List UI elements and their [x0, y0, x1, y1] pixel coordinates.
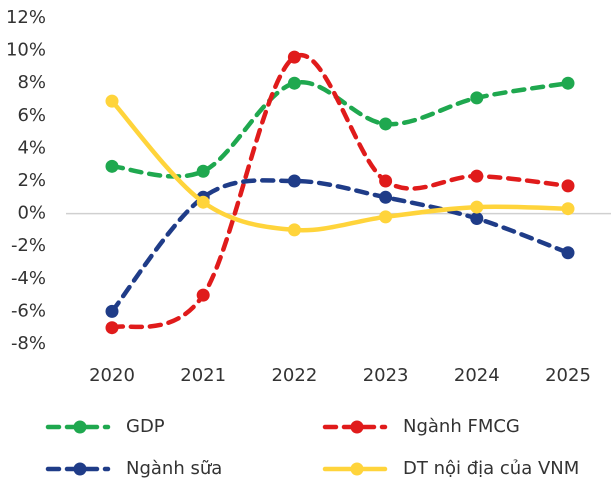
point: [470, 169, 484, 183]
point: [196, 164, 210, 178]
point: [196, 195, 210, 209]
legend-label: GDP: [126, 416, 165, 437]
legend-label: Ngành sữa: [126, 458, 222, 479]
point: [379, 190, 393, 204]
point: [470, 211, 484, 225]
point: [105, 94, 119, 108]
y-tick-label: -4%: [11, 268, 46, 289]
x-tick-label: 2022: [271, 365, 317, 386]
y-tick-label: 6%: [17, 105, 46, 126]
point: [561, 76, 575, 90]
point: [105, 304, 119, 318]
point: [196, 288, 210, 302]
legend-marker: [73, 462, 87, 476]
point: [561, 246, 575, 260]
y-tick-label: 2%: [17, 170, 46, 191]
point: [379, 210, 393, 224]
point: [287, 50, 301, 64]
x-tick-label: 2025: [545, 365, 591, 386]
series-line: [109, 98, 571, 233]
series-line: [109, 178, 571, 314]
point: [470, 200, 484, 214]
legend-marker: [73, 420, 87, 434]
point: [287, 174, 301, 188]
point: [105, 321, 119, 335]
legend-label: DT nội địa của VNM: [403, 458, 579, 479]
series-line: [109, 80, 571, 179]
y-tick-label: 10%: [6, 40, 46, 61]
series-line: [109, 52, 571, 330]
y-tick-label: 8%: [17, 72, 46, 93]
y-tick-label: -8%: [11, 333, 46, 354]
point: [379, 117, 393, 131]
legend-marker: [350, 420, 364, 434]
y-tick-label: 12%: [6, 7, 46, 28]
y-tick-label: -6%: [11, 300, 46, 321]
legend-label: Ngành FMCG: [403, 416, 520, 437]
point: [105, 159, 119, 173]
point: [287, 76, 301, 90]
x-tick-label: 2023: [363, 365, 409, 386]
x-tick-label: 2024: [454, 365, 500, 386]
y-tick-label: 4%: [17, 137, 46, 158]
point: [561, 202, 575, 216]
y-tick-label: -2%: [11, 235, 46, 256]
legend-marker: [350, 462, 364, 476]
point: [470, 91, 484, 105]
y-tick-label: 0%: [17, 203, 46, 224]
point: [287, 223, 301, 237]
x-tick-label: 2020: [89, 365, 135, 386]
point: [379, 174, 393, 188]
x-tick-label: 2021: [180, 365, 226, 386]
point: [561, 179, 575, 193]
